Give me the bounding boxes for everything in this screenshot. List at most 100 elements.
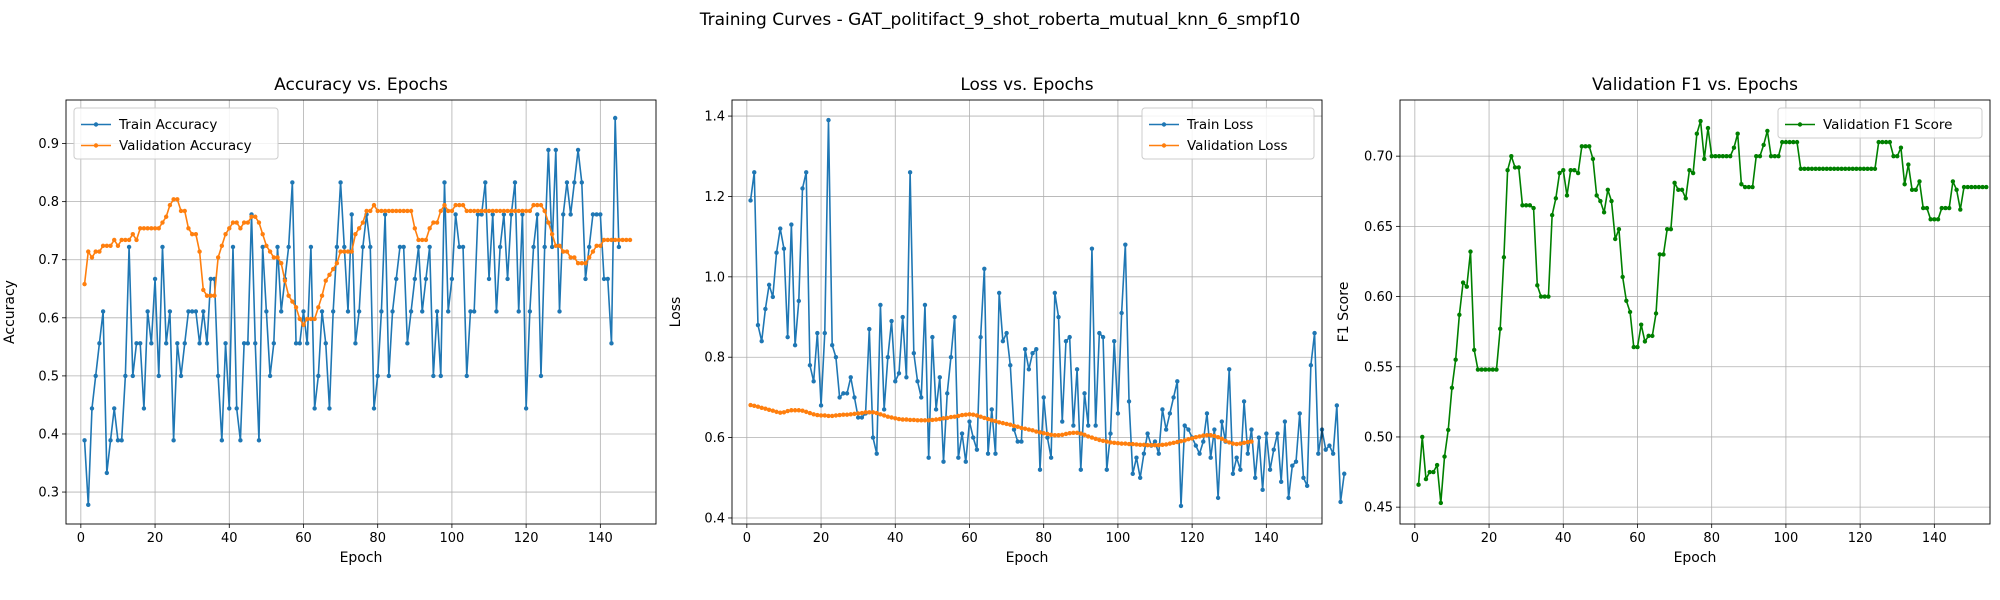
data-point-validation-f1-score [1690, 170, 1696, 176]
data-point-train-loss [848, 375, 853, 380]
data-point-train-loss [800, 186, 805, 191]
data-point-validation-loss [1086, 434, 1091, 439]
data-point-validation-loss [1093, 436, 1098, 441]
data-point-validation-accuracy [353, 231, 358, 237]
data-point-validation-accuracy [227, 226, 232, 231]
data-point-validation-loss [1115, 441, 1121, 446]
y-tick-label: 0.50 [1364, 430, 1393, 445]
data-point-train-loss [789, 222, 794, 227]
data-point-validation-f1-score [1739, 182, 1744, 187]
data-point-train-loss [959, 431, 965, 436]
data-point-train-loss [1141, 451, 1147, 456]
data-point-train-loss [770, 294, 776, 300]
data-point-validation-accuracy [130, 231, 135, 237]
data-point-train-loss [1282, 419, 1288, 424]
data-point-validation-f1-score [1728, 153, 1733, 159]
data-point-train-accuracy [405, 341, 410, 346]
data-point-train-loss [1230, 471, 1236, 476]
data-point-train-accuracy [219, 438, 225, 443]
data-point-validation-accuracy [583, 261, 588, 266]
data-point-validation-accuracy [256, 220, 262, 225]
data-point-validation-f1-score [1928, 217, 1933, 222]
data-point-validation-f1-score [1494, 367, 1499, 372]
data-point-validation-accuracy [546, 220, 551, 225]
data-point-validation-accuracy [100, 243, 106, 248]
data-point-train-loss [1178, 503, 1184, 509]
data-point-train-loss [1212, 427, 1217, 432]
data-point-validation-loss [1019, 425, 1024, 431]
data-point-validation-f1-score [1768, 153, 1774, 159]
data-point-validation-accuracy [249, 214, 254, 219]
data-point-validation-f1-score [1843, 166, 1848, 171]
data-point-train-accuracy [494, 309, 499, 314]
data-point-validation-f1-score [1932, 217, 1937, 222]
data-point-train-accuracy [412, 276, 418, 282]
data-point-train-loss [970, 435, 976, 440]
data-point-validation-f1-score [1791, 139, 1796, 145]
data-point-validation-f1-score [1579, 144, 1585, 149]
data-point-validation-loss [1123, 441, 1128, 446]
data-point-train-accuracy [253, 341, 258, 346]
data-point-validation-loss [1186, 437, 1191, 442]
data-point-validation-f1-score [1742, 184, 1748, 190]
data-point-train-accuracy [360, 244, 366, 250]
data-point-validation-f1-score [1935, 217, 1941, 222]
data-point-train-accuracy [583, 276, 588, 282]
data-point-validation-f1-score [1594, 193, 1599, 198]
y-tick-label: 0.8 [704, 351, 725, 366]
data-point-validation-accuracy [453, 202, 458, 208]
data-point-train-loss [926, 455, 931, 460]
data-point-validation-f1-score [1787, 139, 1792, 145]
data-point-train-accuracy [475, 212, 481, 217]
data-point-validation-accuracy [267, 249, 273, 254]
data-point-train-loss [1186, 427, 1191, 432]
data-point-train-loss [945, 391, 950, 396]
data-point-train-accuracy [345, 309, 351, 314]
data-point-validation-accuracy [253, 214, 258, 219]
data-point-validation-loss [937, 416, 942, 422]
data-point-validation-loss [1156, 443, 1161, 448]
data-point-train-accuracy [546, 147, 551, 153]
data-point-validation-f1-score [1483, 367, 1488, 372]
data-point-train-accuracy [427, 244, 432, 250]
data-point-train-accuracy [119, 438, 124, 443]
x-tick-label: 0 [743, 531, 751, 546]
data-point-validation-loss [1126, 441, 1132, 447]
data-point-validation-accuracy [319, 293, 325, 298]
x-tick-label: 100 [1773, 531, 1798, 546]
data-point-validation-loss [759, 405, 764, 411]
data-point-validation-accuracy [561, 249, 566, 254]
data-point-validation-accuracy [575, 261, 581, 266]
data-point-train-accuracy [505, 276, 510, 282]
data-point-train-loss [1074, 367, 1080, 372]
data-point-validation-f1-score [1861, 166, 1867, 171]
data-point-validation-f1-score [1653, 311, 1659, 316]
data-point-train-accuracy [264, 309, 269, 314]
data-point-validation-f1-score [1824, 166, 1829, 171]
data-point-validation-f1-score [1609, 198, 1614, 204]
data-point-train-loss [1123, 242, 1128, 247]
data-point-train-accuracy [330, 309, 336, 314]
chart-title: Validation F1 vs. Epochs [1592, 75, 1798, 95]
x-tick-label: 140 [1254, 531, 1279, 546]
data-point-train-loss [852, 395, 857, 400]
data-point-validation-accuracy [505, 208, 510, 214]
data-point-validation-accuracy [379, 208, 384, 214]
data-point-train-accuracy [416, 244, 421, 250]
data-point-validation-f1-score [1724, 153, 1729, 159]
data-point-train-loss [996, 290, 1002, 296]
data-point-validation-accuracy [549, 231, 555, 237]
data-point-train-loss [1145, 431, 1150, 436]
data-point-train-accuracy [587, 244, 592, 250]
data-point-validation-accuracy [557, 243, 562, 248]
data-point-train-accuracy [501, 212, 507, 217]
data-point-validation-f1-score [1509, 153, 1514, 159]
data-point-validation-loss [822, 413, 827, 418]
x-axis-label: Epoch [1006, 550, 1049, 566]
data-point-train-accuracy [382, 212, 388, 217]
data-point-train-accuracy [256, 438, 262, 443]
data-point-validation-f1-score [1468, 249, 1473, 254]
data-point-validation-loss [970, 412, 976, 417]
data-point-validation-f1-score [1460, 280, 1466, 285]
